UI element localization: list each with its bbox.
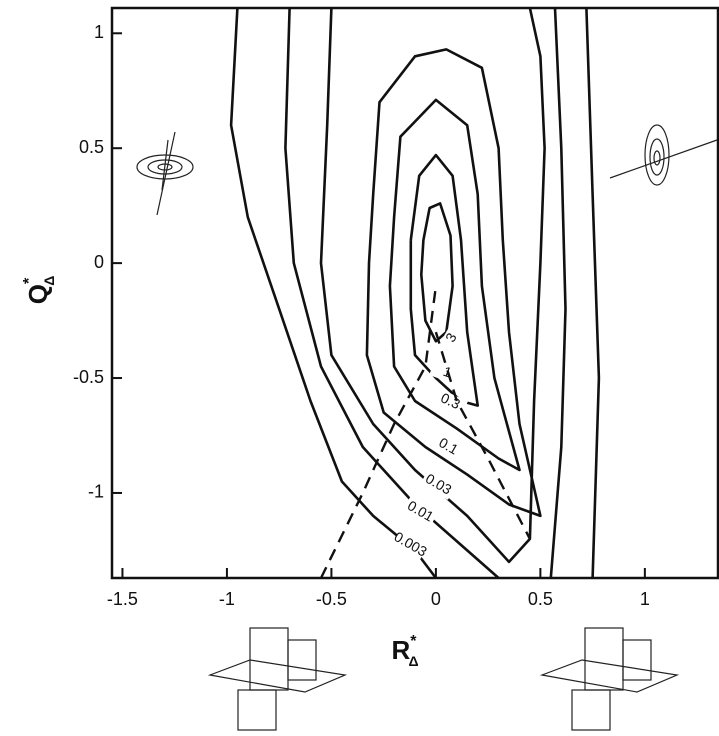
y-axis-label: Q* Δ — [21, 276, 56, 305]
topology-icon-left — [207, 627, 348, 731]
y-tick-label: 0.5 — [79, 137, 104, 157]
contour-label-bg — [437, 320, 467, 356]
y-tick-label: 0 — [94, 252, 104, 272]
x-tick-label: 1 — [640, 589, 650, 609]
axis-label-main: Q — [23, 284, 53, 304]
vortex-icon-left — [136, 131, 194, 216]
topology-icon-right — [539, 627, 680, 731]
contour-label-bg — [392, 530, 428, 560]
contour-line — [420, 202, 454, 343]
vortex-icon-right — [609, 124, 718, 186]
y-tick-label: -1 — [88, 482, 104, 502]
contour-line — [388, 98, 521, 472]
dashed-line — [319, 285, 438, 579]
axis-label-sup: * — [21, 277, 38, 284]
contour-label: 0.003 — [391, 528, 430, 559]
plot-frame — [110, 6, 719, 580]
contour-label-bg — [432, 387, 468, 417]
contour-line — [409, 153, 479, 407]
axis-label-main: R — [391, 635, 410, 665]
axis-label-sup: * — [410, 633, 417, 650]
x-tick-label: 0 — [431, 589, 441, 609]
contour-label-bg — [420, 470, 456, 500]
x-tick-label: -1 — [219, 589, 235, 609]
contour-label: 0.3 — [438, 389, 463, 412]
x-tick-label: -0.5 — [316, 589, 347, 609]
contour-label-bg — [429, 360, 465, 386]
contour-line — [319, 7, 546, 564]
contour-line — [284, 7, 567, 579]
x-tick-label: 0.5 — [528, 589, 553, 609]
contour-label-bg — [402, 497, 438, 527]
contour-label-bg — [430, 432, 466, 462]
contour-line — [365, 48, 542, 518]
axis-label-sub: Δ — [41, 276, 57, 286]
y-tick-label: -0.5 — [73, 367, 104, 387]
dashed-line — [434, 331, 531, 540]
x-tick-label: -1.5 — [107, 589, 138, 609]
axis-label-sub: Δ — [408, 653, 418, 669]
y-tick-label: 1 — [94, 22, 104, 42]
x-axis-label: R* Δ — [391, 633, 418, 668]
